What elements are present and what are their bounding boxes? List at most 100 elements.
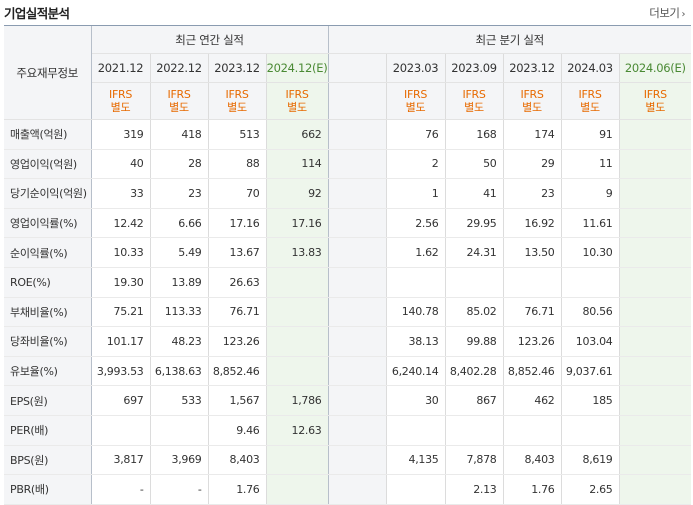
quarter-value [386, 474, 446, 505]
section-header: 기업실적분석 더보기 › [0, 0, 693, 25]
quarter-value [619, 415, 691, 446]
quarter-value: 8,619 [561, 445, 620, 476]
more-link[interactable]: 더보기 › [649, 5, 685, 21]
annual-value: 13.89 [150, 267, 209, 298]
spacer-cell [328, 445, 387, 476]
quarter-ifrs-0: IFRS 별도 [386, 82, 446, 120]
corner-header: 주요재무정보 [4, 26, 92, 120]
annual-value: 1.76 [208, 474, 267, 505]
table-row: BPS(원) 3,817 3,969 8,403 4,135 7,878 8,403 8,61… [4, 445, 691, 476]
quarter-value: 8,852.46 [503, 356, 562, 387]
ifrs-label: IFRS [109, 88, 132, 101]
table-row: ROE(%) 19.30 13.89 26.63 [4, 267, 691, 298]
quarter-value: 24.31 [445, 237, 504, 268]
quarter-value [445, 267, 504, 298]
row-label: EPS(원) [4, 385, 92, 416]
quarter-value [619, 267, 691, 298]
annual-value: 533 [150, 385, 209, 416]
quarter-value: 8,403 [503, 445, 562, 476]
row-label: PER(배) [4, 415, 92, 446]
basis-label: 별도 [405, 101, 426, 114]
quarter-value [619, 385, 691, 416]
quarter-value: 185 [561, 385, 620, 416]
annual-value: 10.33 [91, 237, 151, 268]
annual-date-3: 2024.12(E) [266, 53, 329, 83]
annual-ifrs-3: IFRS 별도 [266, 82, 329, 120]
ifrs-label: IFRS [578, 88, 602, 101]
row-label: ROE(%) [4, 267, 92, 298]
quarter-value: 4,135 [386, 445, 446, 476]
row-label: 영업이익률(%) [4, 207, 92, 239]
row-label: 부채비율(%) [4, 296, 92, 328]
annual-value: 6,138.63 [150, 356, 209, 387]
row-label: 유보율(%) [4, 356, 92, 387]
annual-value: 13.67 [208, 237, 267, 268]
annual-value: 513 [208, 119, 267, 150]
quarter-value: 11 [561, 149, 620, 180]
table-row: 순이익률(%) 10.33 5.49 13.67 13.83 1.62 24.31 13.50… [4, 237, 691, 268]
row-label: 당좌비율(%) [4, 326, 92, 357]
quarter-ifrs-3: IFRS 별도 [561, 82, 620, 120]
annual-value: 48.23 [150, 326, 209, 357]
quarter-value: 38.13 [386, 326, 446, 357]
quarter-value: 1.76 [503, 474, 562, 505]
row-label: PBR(배) [4, 474, 92, 505]
annual-value [266, 326, 329, 357]
quarter-value [561, 267, 620, 298]
spacer-cell [328, 119, 387, 150]
spacer-cell [328, 82, 387, 120]
quarter-value [619, 296, 691, 328]
annual-value: 6.66 [150, 207, 209, 239]
annual-ifrs-2: IFRS 별도 [208, 82, 267, 120]
quarter-value: 6,240.14 [386, 356, 446, 387]
annual-ifrs-0: IFRS 별도 [91, 82, 151, 120]
quarter-value [619, 445, 691, 476]
annual-value: 3,817 [91, 445, 151, 476]
annual-value: 76.71 [208, 296, 267, 328]
ifrs-label: IFRS [462, 88, 486, 101]
quarter-value: 140.78 [386, 296, 446, 328]
annual-value: 319 [91, 119, 151, 150]
quarter-value [619, 326, 691, 357]
quarter-value: 9 [561, 178, 620, 209]
quarter-value: 2.65 [561, 474, 620, 505]
annual-value: - [150, 474, 209, 505]
basis-label: 별도 [522, 101, 542, 114]
annual-group-header: 최근 연간 실적 [91, 26, 329, 54]
annual-value: 3,969 [150, 445, 209, 476]
quarter-value: 85.02 [445, 296, 504, 328]
spacer-cell [328, 178, 387, 209]
annual-value: 12.63 [266, 415, 329, 446]
annual-value: 3,993.53 [91, 356, 151, 387]
spacer-cell [328, 296, 387, 328]
quarter-value [561, 415, 620, 446]
spacer-cell [328, 415, 387, 446]
quarter-date-0: 2023.03 [386, 53, 446, 83]
quarter-value [619, 237, 691, 268]
basis-label: 별도 [287, 101, 307, 114]
annual-value: 88 [208, 149, 267, 180]
annual-date-2: 2023.12 [208, 53, 267, 83]
table-row: EPS(원) 697 533 1,567 1,786 30 867 462 185 [4, 385, 691, 416]
quarter-ifrs-4: IFRS 별도 [619, 82, 691, 120]
quarter-value: 2.56 [386, 207, 446, 239]
quarter-value: 103.04 [561, 326, 620, 357]
quarter-value [619, 474, 691, 505]
basis-label: 별도 [169, 101, 189, 114]
ifrs-label: IFRS [643, 88, 667, 101]
quarter-ifrs-1: IFRS 별도 [445, 82, 504, 120]
basis-label: 별도 [464, 101, 484, 114]
section-title: 기업실적분석 [4, 6, 70, 21]
annual-value [266, 445, 329, 476]
annual-value: 17.16 [208, 207, 267, 239]
quarter-value [386, 267, 446, 298]
quarter-value: 9,037.61 [561, 356, 620, 387]
row-label: 영업이익(억원) [4, 149, 92, 180]
annual-date-1: 2022.12 [150, 53, 209, 83]
quarter-value: 76 [386, 119, 446, 150]
annual-value: 697 [91, 385, 151, 416]
quarter-value: 50 [445, 149, 504, 180]
quarter-date-1: 2023.09 [445, 53, 504, 83]
annual-value: 33 [91, 178, 151, 209]
quarter-value: 11.61 [561, 207, 620, 239]
